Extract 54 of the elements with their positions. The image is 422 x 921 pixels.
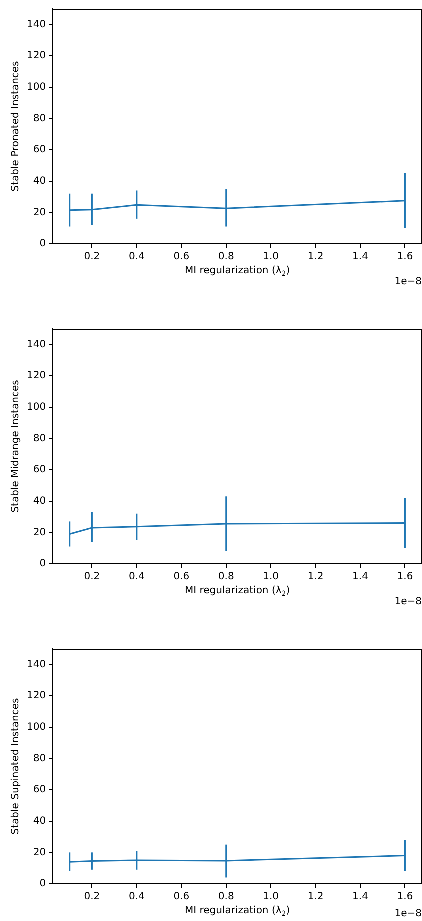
x-tick-label: 1.2 — [308, 572, 324, 583]
x-tick-label: 1.4 — [352, 892, 368, 903]
y-axis-title: Stable Midrange Instances — [10, 380, 22, 513]
x-tick-label: 0.8 — [218, 252, 234, 263]
y-tick-label: 80 — [33, 113, 46, 124]
x-tick-label: 1.6 — [397, 572, 414, 583]
y-tick-label: 80 — [33, 433, 46, 444]
y-tick-label: 0 — [40, 878, 46, 890]
x-tick-label: 1.4 — [352, 572, 368, 583]
x-tick-label: 1.2 — [308, 892, 324, 903]
x-tick-label: 0.6 — [174, 572, 190, 583]
y-axis-title: Stable Supinated Instances — [10, 698, 22, 835]
y-tick-label: 40 — [33, 496, 46, 507]
text: 1e−8 — [394, 596, 422, 608]
x-tick-label: 1.6 — [397, 252, 414, 263]
x-tick-label: 1.0 — [263, 892, 280, 903]
x-tick-label: 0.2 — [84, 252, 100, 263]
y-tick-label: 0 — [40, 558, 46, 570]
y-tick-label: 100 — [26, 82, 46, 93]
x-tick-label: 1.0 — [263, 572, 280, 583]
x-tick-label: 1.6 — [397, 892, 414, 903]
y-tick-label: 20 — [33, 527, 46, 538]
x-tick-label: 0.4 — [128, 252, 145, 263]
y-tick-label: 20 — [33, 847, 46, 858]
x-tick-label: 0.6 — [174, 252, 190, 263]
y-tick-label: 80 — [33, 753, 46, 764]
y-tick-label: 120 — [26, 50, 46, 62]
y-tick-label: 40 — [33, 816, 46, 827]
x-tick-label: 0.4 — [128, 572, 145, 583]
y-tick-label: 120 — [26, 690, 46, 702]
y-tick-label: 140 — [26, 339, 46, 350]
x-tick-label: 1.0 — [263, 252, 280, 263]
y-tick-label: 20 — [33, 207, 46, 218]
y-tick-label: 140 — [26, 659, 46, 670]
y-tick-label: 60 — [33, 464, 46, 476]
x-tick-label: 0.4 — [128, 892, 145, 903]
y-axis-title: Stable Pronated Instances — [10, 61, 22, 192]
x-tick-label: 1.2 — [308, 252, 324, 263]
x-tick-label: 0.8 — [218, 572, 234, 583]
y-tick-label: 60 — [33, 144, 46, 156]
x-tick-label: 0.2 — [84, 892, 100, 903]
y-tick-label: 120 — [26, 370, 46, 382]
y-tick-label: 0 — [40, 238, 46, 250]
x-tick-label: 0.6 — [174, 892, 190, 903]
text: 1e−8 — [394, 908, 422, 920]
text: 1e−8 — [394, 276, 422, 288]
y-tick-label: 100 — [26, 402, 46, 413]
y-tick-label: 100 — [26, 722, 46, 733]
y-tick-label: 40 — [33, 176, 46, 187]
x-tick-label: 0.8 — [218, 892, 234, 903]
x-tick-label: 1.4 — [352, 252, 368, 263]
y-tick-label: 60 — [33, 784, 46, 796]
x-tick-label: 0.2 — [84, 572, 100, 583]
y-tick-label: 140 — [26, 19, 46, 30]
